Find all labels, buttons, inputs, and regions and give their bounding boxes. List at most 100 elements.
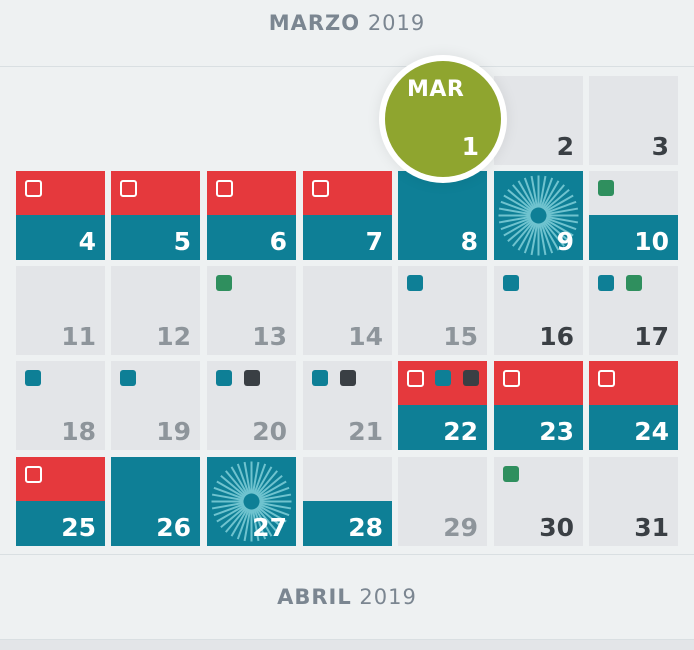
day-number: 15	[443, 322, 478, 351]
day-cell[interactable]: 3	[589, 76, 678, 165]
marker-green	[503, 466, 519, 482]
marker-teal	[503, 275, 519, 291]
day-number: 11	[61, 322, 96, 351]
day-cell[interactable]: 28	[303, 457, 392, 546]
day-number: 2	[556, 132, 574, 161]
month-name: ABRIL	[277, 585, 352, 609]
day-cell[interactable]: 23	[494, 361, 583, 450]
day-cell[interactable]: 9	[494, 171, 583, 260]
event-band-red	[16, 171, 105, 215]
day-number: 25	[61, 513, 96, 542]
event-band-teal	[398, 171, 487, 260]
day-cell[interactable]: 7	[303, 171, 392, 260]
checkbox-icon[interactable]	[25, 180, 42, 197]
month-year: 2019	[367, 11, 426, 35]
event-band-teal	[207, 215, 296, 260]
marker-teal	[312, 370, 328, 386]
checkbox-icon[interactable]	[312, 180, 329, 197]
day-cell[interactable]: 30	[494, 457, 583, 546]
day-number: 22	[443, 417, 478, 446]
today-marker[interactable]: MAR 1	[385, 61, 501, 177]
day-number: 31	[634, 513, 669, 542]
month-name: MARZO	[268, 11, 361, 35]
event-band-teal	[494, 405, 583, 450]
event-band-teal	[16, 501, 105, 546]
event-band-teal	[589, 215, 678, 260]
day-number: 14	[348, 322, 383, 351]
day-cell[interactable]: 2	[494, 76, 583, 165]
day-cell[interactable]: 27	[207, 457, 296, 546]
day-cell[interactable]: 19	[111, 361, 200, 450]
day-cell[interactable]: 24	[589, 361, 678, 450]
checkbox-icon[interactable]	[120, 180, 137, 197]
day-cell[interactable]: 20	[207, 361, 296, 450]
day-number: 3	[651, 132, 669, 161]
day-cell[interactable]: 13	[207, 266, 296, 355]
today-weekday: MAR	[407, 77, 465, 102]
event-band-teal	[303, 501, 392, 546]
day-number: 28	[348, 513, 383, 542]
day-number: 8	[460, 227, 478, 256]
day-number: 21	[348, 417, 383, 446]
day-cell[interactable]: 11	[16, 266, 105, 355]
checkbox-icon[interactable]	[407, 370, 424, 387]
day-cell[interactable]: 5	[111, 171, 200, 260]
day-cell[interactable]: 6	[207, 171, 296, 260]
day-number: 5	[173, 227, 191, 256]
sunburst-icon	[498, 175, 579, 256]
day-number: 26	[156, 513, 191, 542]
day-cell[interactable]: 22	[398, 361, 487, 450]
checkbox-icon[interactable]	[503, 370, 520, 387]
event-band-teal	[111, 215, 200, 260]
marker-teal	[216, 370, 232, 386]
day-cell[interactable]: 29	[398, 457, 487, 546]
event-band-teal	[16, 215, 105, 260]
sunburst-icon	[211, 461, 292, 542]
marker-teal	[598, 275, 614, 291]
marker-teal	[120, 370, 136, 386]
marker-green	[216, 275, 232, 291]
day-number: 12	[156, 322, 191, 351]
month-header-april: ABRIL 2019	[0, 554, 694, 640]
marker-dark	[244, 370, 260, 386]
day-number: 7	[365, 227, 383, 256]
day-cell[interactable]: 8	[398, 171, 487, 260]
day-number: 17	[634, 322, 669, 351]
event-band-red	[111, 171, 200, 215]
checkbox-icon[interactable]	[216, 180, 233, 197]
day-cell[interactable]: 14	[303, 266, 392, 355]
day-cell[interactable]: 17	[589, 266, 678, 355]
day-cell[interactable]: 4	[16, 171, 105, 260]
day-number: 4	[78, 227, 96, 256]
day-cell[interactable]: 18	[16, 361, 105, 450]
today-day-number: 1	[461, 132, 479, 161]
day-number: 30	[539, 513, 574, 542]
marker-teal	[435, 370, 451, 386]
day-number: 6	[269, 227, 287, 256]
day-cell[interactable]: 21	[303, 361, 392, 450]
day-number: 24	[634, 417, 669, 446]
day-cell[interactable]: 15	[398, 266, 487, 355]
marker-teal	[25, 370, 41, 386]
day-number: 13	[252, 322, 287, 351]
checkbox-icon[interactable]	[598, 370, 615, 387]
month-header-march: MARZO 2019	[0, 0, 694, 67]
day-cell[interactable]: 16	[494, 266, 583, 355]
day-cell[interactable]: 25	[16, 457, 105, 546]
day-number: 29	[443, 513, 478, 542]
day-cell[interactable]: 12	[111, 266, 200, 355]
event-band-red	[589, 361, 678, 405]
day-number: 20	[252, 417, 287, 446]
event-band-red	[303, 171, 392, 215]
marker-dark	[463, 370, 479, 386]
checkbox-icon[interactable]	[25, 466, 42, 483]
day-number: 9	[556, 227, 574, 256]
month-year: 2019	[359, 585, 417, 609]
day-cell[interactable]: 31	[589, 457, 678, 546]
day-number: 18	[61, 417, 96, 446]
day-cell[interactable]: 26	[111, 457, 200, 546]
marker-green	[598, 180, 614, 196]
event-band-red	[207, 171, 296, 215]
day-number: 27	[252, 513, 287, 542]
day-cell[interactable]: 10	[589, 171, 678, 260]
